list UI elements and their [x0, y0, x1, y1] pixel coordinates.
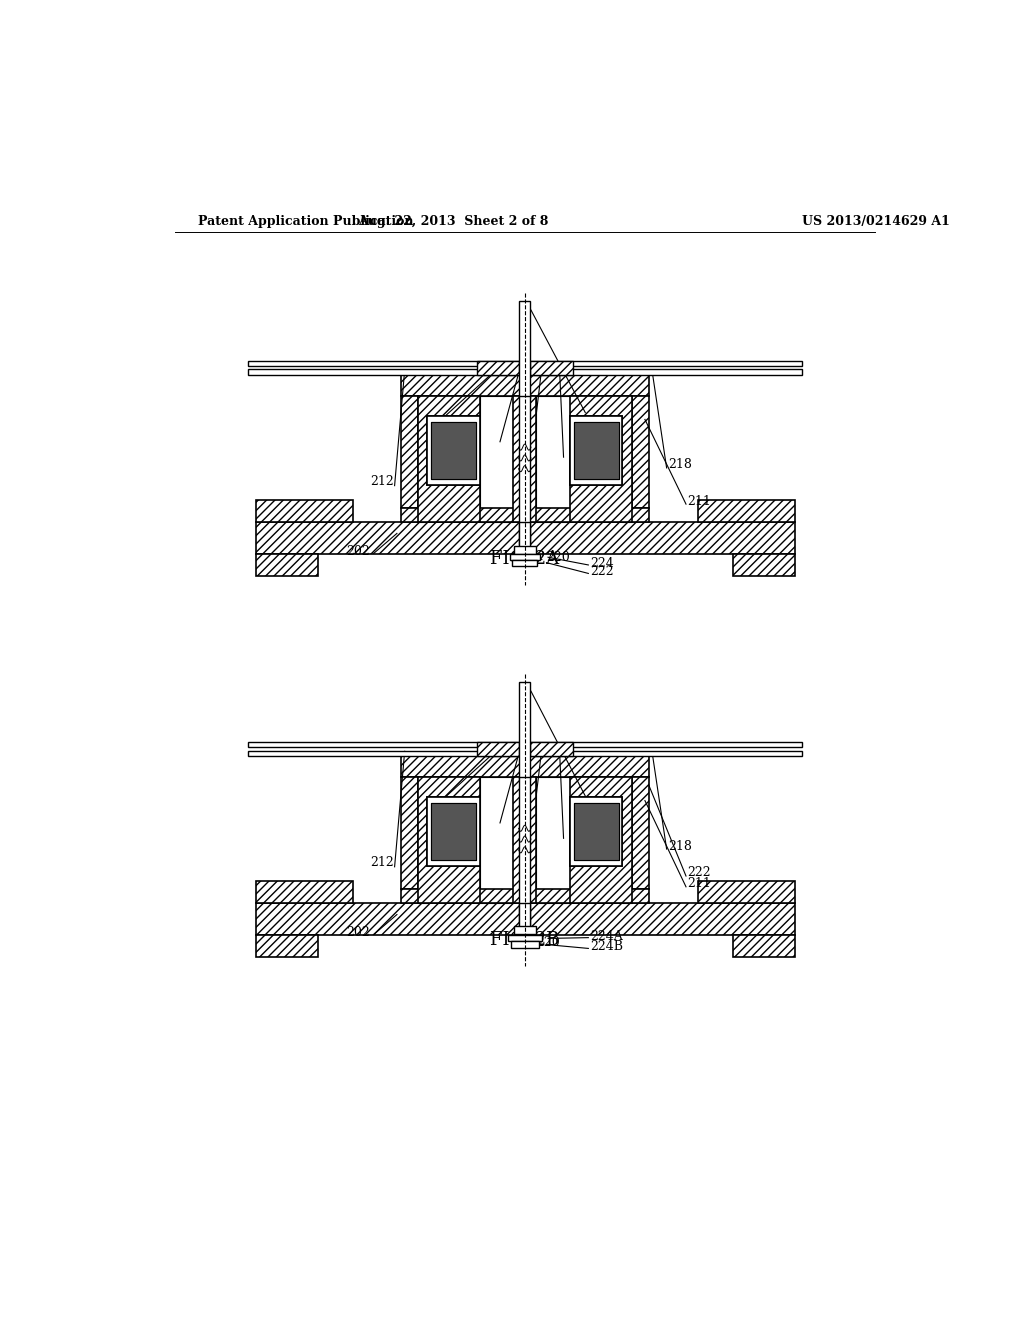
Text: 211: 211 — [687, 495, 712, 508]
Bar — [431, 422, 476, 479]
Bar — [508, 936, 542, 941]
Bar — [573, 422, 618, 479]
Bar — [519, 903, 530, 946]
Bar — [400, 756, 649, 777]
Bar — [632, 396, 649, 508]
Bar — [431, 803, 476, 859]
Bar — [480, 777, 513, 903]
Bar — [632, 777, 649, 890]
Bar — [537, 777, 569, 903]
Text: 218: 218 — [669, 458, 692, 471]
Bar — [418, 396, 480, 521]
Bar — [256, 903, 795, 936]
Bar — [519, 301, 530, 397]
Text: 211: 211 — [687, 878, 712, 890]
Text: 212: 212 — [370, 475, 393, 488]
Text: 202: 202 — [346, 545, 370, 557]
Text: 210: 210 — [567, 449, 591, 462]
Bar — [248, 742, 802, 747]
Bar — [248, 751, 802, 756]
Bar — [418, 777, 480, 903]
Text: Aug. 22, 2013  Sheet 2 of 8: Aug. 22, 2013 Sheet 2 of 8 — [358, 215, 549, 228]
Bar — [248, 370, 802, 375]
Bar — [427, 797, 480, 866]
Bar — [400, 890, 649, 903]
Bar — [569, 396, 632, 521]
Bar — [513, 777, 537, 903]
Bar — [418, 396, 427, 521]
Bar — [514, 546, 536, 554]
Bar — [510, 554, 540, 561]
Bar — [418, 777, 427, 903]
Bar — [573, 422, 618, 479]
Text: 224B: 224B — [591, 940, 624, 953]
Bar — [519, 777, 530, 927]
Bar — [537, 396, 569, 521]
Text: FIG. 2B: FIG. 2B — [490, 931, 559, 949]
Bar — [427, 416, 480, 484]
Text: 224: 224 — [591, 557, 614, 570]
Bar — [569, 416, 623, 484]
Text: 216: 216 — [531, 437, 555, 450]
Text: 218: 218 — [669, 840, 692, 853]
Text: 222: 222 — [591, 565, 614, 578]
Text: 212: 212 — [370, 857, 393, 870]
Bar — [569, 797, 623, 866]
Bar — [569, 777, 632, 903]
Bar — [519, 521, 530, 561]
Text: Patent Application Publication: Patent Application Publication — [198, 215, 414, 228]
Text: 214: 214 — [470, 433, 494, 446]
Bar — [569, 416, 623, 484]
Bar — [573, 803, 618, 859]
Text: 215: 215 — [413, 803, 436, 816]
Bar — [530, 742, 572, 756]
Bar — [256, 521, 795, 554]
Bar — [400, 508, 649, 521]
Text: 214: 214 — [470, 814, 494, 828]
Text: 220: 220 — [547, 550, 570, 564]
Bar — [530, 360, 572, 375]
Bar — [519, 396, 530, 545]
Bar — [732, 554, 795, 576]
Bar — [431, 422, 476, 479]
Bar — [256, 882, 352, 903]
Bar — [248, 360, 802, 367]
Bar — [400, 375, 649, 396]
Text: 222: 222 — [687, 866, 712, 879]
Text: 202: 202 — [346, 925, 370, 939]
Bar — [623, 396, 632, 521]
Text: US 2013/0214629 A1: US 2013/0214629 A1 — [802, 215, 950, 228]
Text: 210: 210 — [567, 829, 591, 842]
Bar — [427, 416, 480, 484]
Text: 204: 204 — [595, 403, 618, 416]
Bar — [569, 797, 623, 866]
Bar — [511, 941, 539, 948]
Bar — [427, 797, 480, 866]
Bar — [256, 554, 317, 576]
Text: 204: 204 — [595, 787, 618, 800]
Bar — [514, 927, 536, 933]
Bar — [477, 360, 519, 375]
Text: 224A: 224A — [591, 929, 624, 942]
Bar — [400, 777, 418, 890]
Bar — [477, 742, 519, 756]
Text: 215: 215 — [413, 421, 436, 434]
Bar — [513, 396, 537, 521]
Bar — [512, 560, 538, 566]
Text: FIG. 2A: FIG. 2A — [490, 550, 559, 568]
Text: 216: 216 — [531, 818, 555, 832]
Bar — [480, 396, 513, 521]
Bar — [732, 936, 795, 957]
Bar — [697, 500, 795, 521]
Bar — [256, 936, 317, 957]
Bar — [400, 396, 418, 508]
Bar — [256, 500, 352, 521]
Bar — [573, 803, 618, 859]
Bar — [697, 882, 795, 903]
Text: 220: 220 — [537, 936, 560, 949]
Bar — [431, 803, 476, 859]
Bar — [623, 777, 632, 903]
Bar — [519, 682, 530, 779]
